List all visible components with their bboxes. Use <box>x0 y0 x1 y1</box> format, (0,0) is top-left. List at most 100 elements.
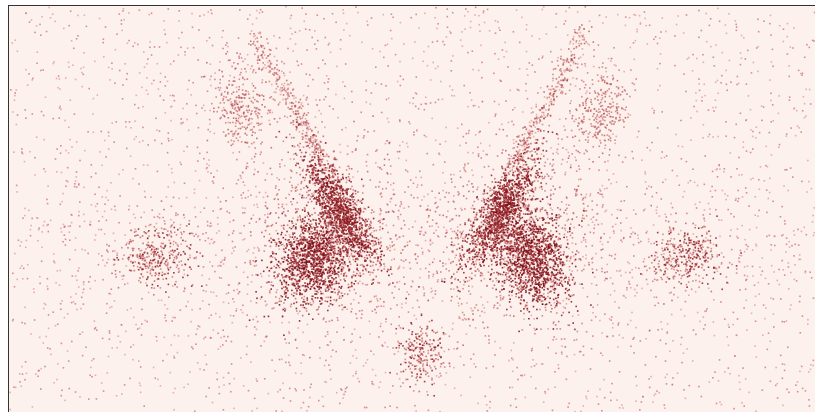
point <box>354 192 357 195</box>
point <box>482 12 485 14</box>
point <box>483 234 486 236</box>
point <box>365 236 367 239</box>
point <box>307 286 309 289</box>
point <box>554 386 556 388</box>
point <box>546 158 549 160</box>
point <box>792 47 794 49</box>
point <box>90 204 93 206</box>
point <box>273 35 275 37</box>
point <box>303 246 306 249</box>
point <box>585 245 587 248</box>
point <box>655 251 658 254</box>
point <box>303 301 306 303</box>
point <box>680 308 682 311</box>
point <box>673 293 675 296</box>
point <box>286 230 288 233</box>
point <box>139 391 142 394</box>
point <box>74 180 77 182</box>
point <box>300 304 302 306</box>
point <box>340 285 343 288</box>
point <box>422 288 425 290</box>
point <box>18 373 21 375</box>
point <box>784 223 786 225</box>
point <box>705 40 708 43</box>
point <box>47 314 50 316</box>
point <box>480 200 483 202</box>
point <box>153 79 155 82</box>
point <box>208 303 210 306</box>
point <box>441 300 444 302</box>
point <box>634 39 637 42</box>
point <box>787 346 789 348</box>
point <box>197 235 199 238</box>
point <box>338 295 341 298</box>
point <box>745 243 747 246</box>
point <box>335 193 337 196</box>
point <box>625 296 627 299</box>
point <box>384 341 386 344</box>
point <box>456 341 459 343</box>
point <box>551 61 553 63</box>
point <box>205 284 208 286</box>
point <box>233 377 235 380</box>
point <box>327 237 329 240</box>
point <box>729 235 731 237</box>
point <box>766 235 768 238</box>
point <box>293 274 296 277</box>
point <box>356 211 359 213</box>
point <box>260 275 263 278</box>
point <box>356 262 358 265</box>
point <box>441 98 444 101</box>
point <box>154 139 156 142</box>
point <box>305 266 307 268</box>
point <box>174 316 176 319</box>
point <box>606 76 609 78</box>
point <box>239 232 241 234</box>
point <box>281 60 283 63</box>
point <box>69 10 72 12</box>
point <box>319 202 321 205</box>
point <box>257 55 260 57</box>
point <box>28 209 30 212</box>
point <box>335 230 338 232</box>
point <box>794 243 796 246</box>
point <box>265 304 267 307</box>
point <box>88 281 90 283</box>
point <box>695 92 697 94</box>
point <box>144 196 146 198</box>
point <box>552 321 555 323</box>
point <box>292 232 294 234</box>
point <box>285 276 288 278</box>
point <box>788 246 791 248</box>
point <box>321 273 324 276</box>
point <box>354 226 356 229</box>
point <box>207 11 210 13</box>
point <box>170 106 172 108</box>
point <box>292 252 294 254</box>
point <box>275 47 278 50</box>
point <box>698 385 700 388</box>
point <box>581 199 584 201</box>
point <box>541 56 544 59</box>
point <box>268 110 271 113</box>
point <box>525 263 528 265</box>
point <box>659 339 662 342</box>
point <box>308 227 310 229</box>
point <box>170 344 172 346</box>
point <box>733 136 736 139</box>
point <box>194 206 196 209</box>
point <box>83 220 86 223</box>
point <box>37 375 39 378</box>
point <box>67 180 69 183</box>
point <box>415 318 418 320</box>
point <box>327 78 330 80</box>
point <box>156 278 159 280</box>
point <box>695 207 698 209</box>
point <box>421 253 424 255</box>
point <box>346 179 348 181</box>
point <box>438 376 440 379</box>
point <box>274 187 277 189</box>
point <box>279 279 282 282</box>
point <box>360 111 362 114</box>
point <box>287 297 289 299</box>
